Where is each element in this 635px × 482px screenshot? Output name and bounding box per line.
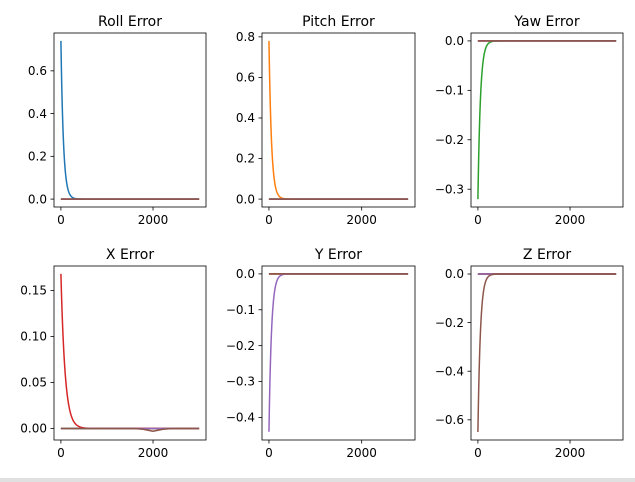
y-tick-label: 0.2 (28, 150, 47, 164)
series-line-5 (268, 273, 409, 432)
y-tick-label: −0.1 (435, 84, 464, 98)
x-tick-label: 0 (57, 446, 65, 460)
x-tick-label: 0 (57, 213, 65, 227)
y-tick-label: 0.4 (28, 107, 47, 121)
subplot-2: Pitch Error 0 2000 0.0 0.2 0.4 0.6 0.8 (236, 14, 416, 227)
x-tick-label: 2000 (555, 213, 586, 227)
subplot-4: X Error 0 2000 0.00 0.05 0.10 0.15 (20, 247, 207, 460)
x-tick-label: 2000 (555, 446, 586, 460)
axes-frame (53, 32, 207, 208)
y-tick-label: −0.3 (226, 375, 255, 389)
series-group (477, 273, 617, 432)
series-line-6 (60, 427, 200, 432)
y-tick-label: 0.0 (28, 192, 47, 206)
x-tick-label: 2000 (138, 446, 169, 460)
y-tick-label: 0.0 (445, 34, 464, 48)
series-line-2 (268, 40, 409, 200)
series-line-3 (477, 40, 617, 200)
series-group (268, 40, 409, 200)
y-tick-label: −0.2 (435, 133, 464, 147)
y-tick-label: −0.3 (435, 182, 464, 196)
subplot-1: Roll Error 0 2000 0.0 0.2 0.4 0.6 (28, 14, 207, 227)
series-group (60, 40, 200, 200)
axes-frame (261, 32, 416, 208)
y-tick-label: 0.0 (236, 192, 255, 206)
series-group (477, 40, 617, 200)
x-tick-label: 2000 (346, 446, 377, 460)
y-tick-label: 0.05 (20, 376, 47, 390)
y-tick-label: 0.8 (236, 30, 255, 44)
y-tick-label: −0.2 (435, 316, 464, 330)
y-tick-label: 0.4 (236, 111, 255, 125)
chart-title: X Error (106, 247, 154, 263)
y-tick-label: −0.4 (435, 364, 464, 378)
series-group (60, 273, 200, 432)
y-tick-label: 0.2 (236, 152, 255, 166)
chart-title: Pitch Error (302, 14, 375, 30)
axes-frame (53, 265, 207, 441)
y-tick-label: 0.0 (445, 267, 464, 281)
y-tick-label: −0.4 (226, 411, 255, 425)
subplot-3: Yaw Error 0 2000 0.0 −0.1 −0.2 −0.3 (435, 14, 624, 227)
series-line-1 (60, 40, 200, 200)
y-tick-label: −0.6 (435, 413, 464, 427)
y-tick-label: 0.0 (236, 267, 255, 281)
y-tick-label: 0.00 (20, 422, 47, 436)
subplot-6: Z Error 0 2000 0.0 −0.2 −0.4 −0.6 (435, 247, 624, 460)
series-line-4 (60, 273, 200, 430)
chart-title: Roll Error (98, 14, 162, 30)
y-tick-label: −0.2 (226, 339, 255, 353)
y-tick-label: 0.6 (28, 64, 47, 78)
chart-title: Y Error (314, 247, 362, 263)
x-tick-label: 0 (265, 446, 273, 460)
x-tick-label: 2000 (346, 213, 377, 227)
series-line-6 (477, 273, 617, 432)
series-group (268, 273, 409, 432)
y-tick-label: 0.10 (20, 330, 47, 344)
axes-frame (261, 265, 416, 441)
chart-title: Yaw Error (513, 14, 579, 30)
x-tick-label: 0 (474, 446, 482, 460)
window-bottom-edge (0, 478, 635, 482)
y-tick-label: 0.6 (236, 71, 255, 85)
chart-title: Z Error (523, 247, 571, 263)
x-tick-label: 2000 (138, 213, 169, 227)
y-tick-label: −0.1 (226, 303, 255, 317)
x-tick-label: 0 (265, 213, 273, 227)
subplot-5: Y Error 0 2000 0.0 −0.1 −0.2 −0.3 −0.4 (226, 247, 416, 460)
x-tick-label: 0 (474, 213, 482, 227)
axes-frame (470, 32, 624, 208)
axes-frame (470, 265, 624, 441)
y-tick-label: 0.15 (20, 284, 47, 298)
